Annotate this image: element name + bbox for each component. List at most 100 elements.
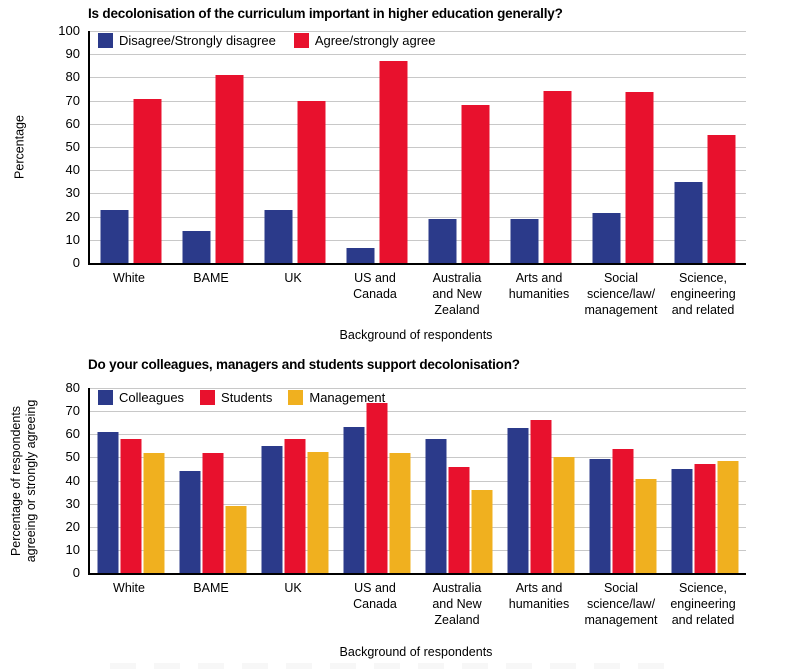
x-category-label: Social science/law/ management [584, 271, 658, 317]
x-category-label: Australia and New Zealand [432, 581, 482, 627]
gridline [90, 77, 746, 79]
bar-group [264, 31, 326, 263]
gridline [90, 411, 746, 413]
legend-swatch-icon [98, 390, 113, 405]
bar [635, 479, 657, 573]
legend: Disagree/Strongly disagree Agree/strongly… [98, 33, 436, 48]
x-category-label: Social science/law/ management [584, 581, 658, 627]
gridline [90, 170, 746, 172]
x-axis-title: Background of respondents [339, 328, 493, 342]
x-category-label: White [113, 271, 145, 285]
bar [264, 209, 293, 263]
bar [284, 438, 306, 573]
bar [133, 99, 162, 263]
gridline [90, 31, 746, 32]
bar [366, 403, 388, 573]
gridline [90, 388, 746, 389]
gridline [90, 549, 746, 551]
bar-group [182, 31, 244, 263]
bar [592, 213, 621, 263]
y-tick-label: 10 [65, 541, 80, 557]
bar [510, 218, 539, 263]
y-tick-label: 40 [65, 162, 80, 178]
chart-title: Is decolonisation of the curriculum impo… [88, 6, 563, 21]
gridline [90, 503, 746, 505]
bar [215, 75, 244, 263]
y-tick-label: 90 [65, 46, 80, 62]
bar [182, 230, 211, 263]
bar [461, 105, 490, 263]
bar [346, 247, 375, 263]
bar-group [592, 31, 654, 263]
bar [625, 92, 654, 263]
x-axis-title: Background of respondents [339, 645, 493, 659]
bar [179, 471, 201, 573]
bar [379, 61, 408, 263]
legend-item: Disagree/Strongly disagree [98, 33, 276, 48]
gridline [90, 123, 746, 125]
x-category-label: BAME [193, 271, 229, 285]
y-tick-label: 70 [65, 403, 80, 419]
bar [707, 135, 736, 263]
legend-item: Colleagues [98, 390, 184, 405]
gridline [90, 147, 746, 148]
y-tick-label: 20 [65, 518, 80, 534]
legend-label: Agree/strongly agree [314, 33, 436, 48]
bar [530, 420, 552, 573]
plot-area: Colleagues Students Management [88, 388, 746, 575]
x-category-label: Arts and humanities [508, 581, 570, 611]
y-tick-label: 40 [65, 472, 80, 488]
gridline [90, 526, 746, 528]
bar [202, 452, 224, 573]
bar [100, 209, 129, 263]
x-category-label: Science, engineering and related [670, 271, 736, 317]
bar [471, 489, 493, 573]
bar-group [671, 388, 739, 573]
y-tick-label: 20 [65, 208, 80, 224]
y-tick-label: 60 [65, 115, 80, 131]
bar-group [428, 31, 490, 263]
y-tick-label: 30 [65, 495, 80, 511]
bar [612, 449, 634, 573]
y-tick-label: 80 [65, 380, 80, 395]
bar [674, 181, 703, 263]
y-tick-label: 50 [65, 139, 80, 154]
legend-item: Students [200, 390, 272, 405]
y-tick-label: 0 [72, 565, 80, 580]
bar-group [510, 31, 572, 263]
legend-label: Students [221, 390, 273, 405]
x-category-label: Australia and New Zealand [432, 271, 482, 317]
bar [589, 458, 611, 573]
gridline [90, 100, 746, 102]
legend-item: Agree/strongly agree [293, 33, 436, 48]
chart-support: Do your colleagues, managers and student… [0, 350, 785, 670]
bar-group [507, 388, 575, 573]
legend-swatch-icon [293, 33, 309, 48]
bar [143, 452, 165, 573]
y-tick-label: 0 [72, 255, 80, 270]
bar [389, 452, 411, 573]
gridline [90, 457, 746, 459]
bar [717, 460, 739, 573]
bar-group [425, 388, 493, 573]
bar [297, 100, 326, 263]
bar [553, 457, 575, 573]
gridline [90, 193, 746, 195]
legend-label: Colleagues [119, 390, 185, 405]
bar [425, 438, 447, 573]
bar-group [674, 31, 736, 263]
y-axis-label: Percentage of respondents agreeing or st… [9, 399, 38, 562]
y-tick-label: 50 [65, 449, 80, 465]
legend-swatch-icon [98, 33, 113, 48]
legend: Colleagues Students Management [98, 390, 385, 405]
bar [507, 428, 529, 573]
legend-label: Management [309, 390, 386, 405]
bar [694, 464, 716, 573]
y-tick-label: 10 [65, 231, 80, 247]
x-category-label: Science, engineering and related [670, 581, 736, 627]
plot-area: Disagree/Strongly disagree Agree/strongly… [88, 31, 746, 265]
y-tick-label: 80 [65, 69, 80, 85]
y-tick-label: 30 [65, 185, 80, 201]
bar [261, 445, 283, 573]
y-tick-label: 70 [65, 92, 80, 108]
